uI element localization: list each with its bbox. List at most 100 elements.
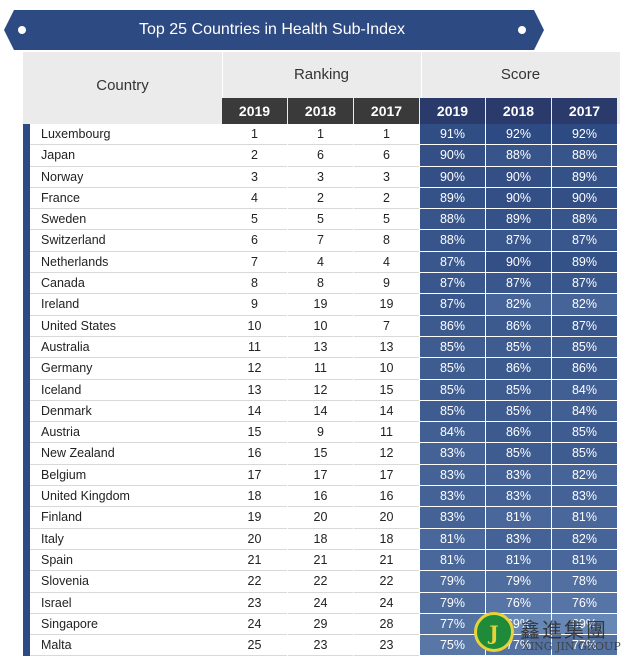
rank-cell: 1 xyxy=(222,124,287,146)
rank-cell: 24 xyxy=(222,613,287,636)
country-cell: Spain xyxy=(30,549,222,572)
score-cell: 83% xyxy=(486,464,551,487)
row-accent-bar xyxy=(23,592,30,614)
score-cell: 82% xyxy=(552,294,617,316)
rank-cell: 2 xyxy=(354,187,419,210)
rank-cell: 12 xyxy=(288,379,353,401)
rank-cell: 10 xyxy=(288,315,353,337)
score-cell: 87% xyxy=(420,294,485,316)
row-accent-bar xyxy=(23,613,30,636)
country-cell: Japan xyxy=(30,145,222,167)
score-cell: 83% xyxy=(486,528,551,550)
table-row: Japan 2 6 6 90% 88% 88% xyxy=(23,145,620,167)
rank-cell: 9 xyxy=(222,294,287,316)
score-cell: 77% xyxy=(552,635,617,657)
rank-cell: 16 xyxy=(288,486,353,508)
row-accent-bar xyxy=(23,443,30,465)
score-cell: 90% xyxy=(420,145,485,167)
table-row: Spain 21 21 21 81% 81% 81% xyxy=(23,549,620,572)
rank-cell: 17 xyxy=(354,464,419,487)
row-accent-bar xyxy=(23,549,30,572)
score-cell: 91% xyxy=(420,124,485,146)
rank-cell: 15 xyxy=(222,422,287,444)
row-accent-bar xyxy=(23,230,30,252)
rank-cell: 29 xyxy=(288,613,353,636)
rank-cell: 4 xyxy=(288,251,353,274)
rank-cell: 7 xyxy=(222,251,287,274)
rank-cell: 12 xyxy=(354,443,419,465)
table-row: Israel 23 24 24 79% 76% 76% xyxy=(23,592,620,614)
logo-chinese-name: 鑫進集團 xyxy=(520,618,608,642)
table-row: Finland 19 20 20 83% 81% 81% xyxy=(23,507,620,529)
row-accent-bar xyxy=(23,400,30,423)
rank-cell: 1 xyxy=(288,124,353,146)
table-row: Iceland 13 12 15 85% 85% 84% xyxy=(23,379,620,401)
logo-mark-letter: J xyxy=(489,621,499,645)
ranking-year-header: 2019 xyxy=(222,98,287,124)
row-accent-bar xyxy=(23,635,30,657)
rank-cell: 23 xyxy=(288,635,353,657)
rank-cell: 19 xyxy=(354,294,419,316)
rank-cell: 21 xyxy=(288,549,353,572)
score-cell: 87% xyxy=(552,230,617,252)
score-year-header: 2018 xyxy=(486,98,551,124)
score-cell: 86% xyxy=(486,315,551,337)
row-accent-bar xyxy=(23,145,30,167)
row-accent-bar xyxy=(23,358,30,380)
rank-cell: 2 xyxy=(222,145,287,167)
score-cell: 81% xyxy=(420,549,485,572)
score-cell: 90% xyxy=(486,187,551,210)
score-cell: 87% xyxy=(486,273,551,295)
country-cell: Italy xyxy=(30,528,222,550)
rank-cell: 16 xyxy=(354,486,419,508)
rank-cell: 13 xyxy=(288,336,353,359)
rank-cell: 15 xyxy=(288,443,353,465)
table-row: Canada 8 8 9 87% 87% 87% xyxy=(23,273,620,295)
rank-cell: 6 xyxy=(288,145,353,167)
table-row: Singapore 24 29 28 77% 69% 69% xyxy=(23,613,620,636)
score-cell: 86% xyxy=(486,422,551,444)
row-accent-bar xyxy=(23,166,30,188)
rank-cell: 14 xyxy=(222,400,287,423)
score-cell: 79% xyxy=(486,571,551,593)
country-cell: Israel xyxy=(30,592,222,614)
score-cell: 87% xyxy=(552,273,617,295)
country-cell: Australia xyxy=(30,336,222,359)
score-cell: 87% xyxy=(552,315,617,337)
country-cell: Austria xyxy=(30,422,222,444)
table-body: Luxembourg 1 1 1 91% 92% 92% Japan 2 6 6 90% 88% 88% N… xyxy=(23,124,620,657)
score-cell: 86% xyxy=(486,358,551,380)
table-row: Sweden 5 5 5 88% 89% 88% xyxy=(23,209,620,231)
country-cell: Singapore xyxy=(30,613,222,636)
rank-cell: 4 xyxy=(222,187,287,210)
score-cell: 92% xyxy=(552,124,617,146)
score-cell: 85% xyxy=(552,443,617,465)
table-row: France 4 2 2 89% 90% 90% xyxy=(23,187,620,210)
row-accent-bar xyxy=(23,209,30,231)
table-row: Italy 20 18 18 81% 83% 82% xyxy=(23,528,620,550)
banner-shape xyxy=(4,10,544,50)
rank-cell: 6 xyxy=(354,145,419,167)
table-row: United States 10 10 7 86% 86% 87% xyxy=(23,315,620,337)
country-cell: Belgium xyxy=(30,464,222,487)
banner-dot-right xyxy=(518,26,526,34)
country-cell: New Zealand xyxy=(30,443,222,465)
score-cell: 77% xyxy=(420,613,485,636)
rank-cell: 19 xyxy=(222,507,287,529)
rank-cell: 3 xyxy=(288,166,353,188)
rank-cell: 10 xyxy=(222,315,287,337)
score-cell: 82% xyxy=(486,294,551,316)
country-cell: Sweden xyxy=(30,209,222,231)
rank-cell: 9 xyxy=(288,422,353,444)
score-cell: 86% xyxy=(420,315,485,337)
header-divider xyxy=(222,52,223,98)
score-cell: 84% xyxy=(552,379,617,401)
rank-cell: 3 xyxy=(222,166,287,188)
country-cell: Canada xyxy=(30,273,222,295)
rank-cell: 1 xyxy=(354,124,419,146)
score-cell: 85% xyxy=(486,336,551,359)
country-cell: Denmark xyxy=(30,400,222,423)
score-cell: 89% xyxy=(552,166,617,188)
country-cell: Malta xyxy=(30,635,222,657)
rank-cell: 25 xyxy=(222,635,287,657)
